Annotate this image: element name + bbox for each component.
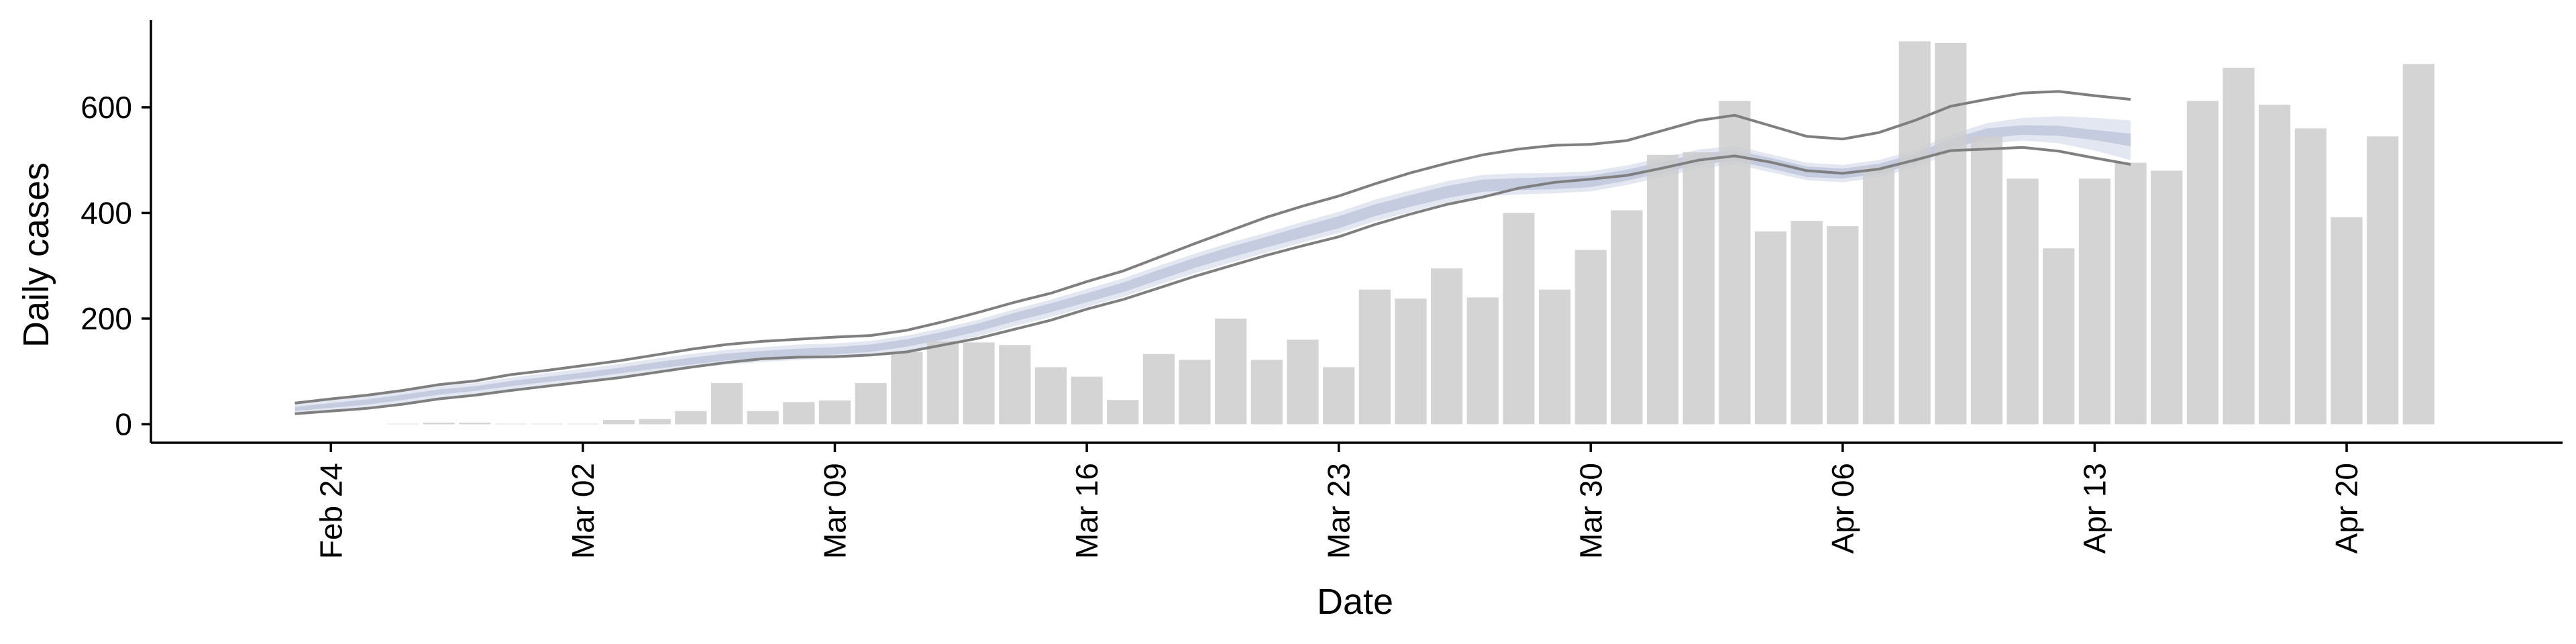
case-bar (783, 402, 815, 425)
case-bar (2078, 178, 2111, 425)
x-tick-label: Apr 13 (2078, 463, 2112, 554)
y-axis-title: Daily cases (16, 162, 56, 347)
case-bar (1862, 166, 1895, 425)
case-bar (423, 423, 455, 425)
case-bar (1719, 101, 1751, 425)
case-bar (567, 423, 599, 425)
y-tick-label: 0 (115, 407, 132, 441)
case-bar (1503, 213, 1535, 425)
case-bar (1790, 221, 1823, 425)
case-bar (1935, 42, 1967, 425)
upper-bound-line (294, 90, 2131, 405)
case-bar (2222, 67, 2255, 425)
case-bar (1431, 268, 1463, 425)
case-bar (926, 341, 959, 425)
case-bar (1034, 367, 1067, 425)
case-bar (495, 423, 527, 425)
case-bar (1466, 297, 1499, 425)
x-tick-label: Mar 09 (818, 463, 853, 559)
case-bar (1682, 152, 1715, 425)
case-bar (747, 411, 779, 425)
case-bar (2294, 128, 2326, 425)
case-bar (1287, 339, 1319, 425)
lower-bound-line (294, 146, 2131, 415)
case-bar (639, 419, 671, 425)
case-bar (1250, 360, 1283, 425)
x-tick-label: Mar 02 (566, 463, 600, 559)
case-bar (675, 411, 707, 425)
case-bar (1539, 289, 1571, 425)
case-bar (2114, 162, 2147, 425)
x-axis-title: Date (1317, 582, 1393, 622)
case-bar (2186, 101, 2218, 425)
case-bar (602, 420, 635, 425)
case-bar (1827, 226, 1859, 425)
case-bar (1395, 299, 1427, 425)
case-bar (1071, 376, 1103, 425)
case-bar (1898, 41, 1931, 425)
case-bar (2151, 170, 2183, 425)
chart-axes: 0 200 400 600 Feb 24 Mar 02 Mar 09 Mar 16 Mar 23… (80, 20, 2563, 559)
case-bar (818, 400, 851, 425)
outer-interval-band (294, 116, 2131, 414)
case-bar (1970, 136, 2003, 425)
case-bar (387, 423, 419, 425)
case-bar (531, 423, 563, 425)
case-bar (2330, 217, 2363, 425)
case-bar (1611, 210, 1643, 425)
case-bar (855, 383, 887, 425)
case-bar (2006, 178, 2039, 425)
case-bar (1647, 154, 1679, 425)
case-bar (1107, 400, 1139, 425)
daily-case-bars (387, 41, 2434, 425)
case-bar (710, 383, 743, 425)
x-tick-label: Feb 24 (313, 463, 348, 559)
y-tick-label: 600 (80, 90, 132, 125)
estimate-bound-lines (294, 90, 2131, 415)
case-bar (891, 352, 923, 425)
y-tick-label: 200 (80, 301, 132, 336)
case-bar (1142, 354, 1175, 425)
case-bar (999, 345, 1031, 425)
case-bar (1323, 367, 1355, 425)
y-tick-label: 400 (80, 195, 132, 230)
x-tick-label: Apr 06 (1825, 463, 1860, 554)
case-bar (963, 342, 995, 425)
case-bar (2043, 248, 2075, 425)
case-bar (1754, 231, 1787, 425)
x-tick-label: Mar 30 (1573, 463, 1608, 559)
x-tick-label: Mar 23 (1322, 463, 1356, 559)
case-bar (2259, 105, 2291, 425)
case-bar (1215, 318, 1247, 425)
case-bar (2402, 64, 2434, 425)
x-tick-label: Apr 20 (2329, 463, 2364, 554)
case-bar (1574, 250, 1607, 425)
case-bar (1358, 289, 1391, 425)
x-tick-label: Mar 16 (1069, 463, 1104, 559)
case-bar (1179, 360, 1211, 425)
case-bar (2367, 136, 2399, 425)
estimate-bands (294, 116, 2131, 414)
case-bar (459, 423, 491, 425)
